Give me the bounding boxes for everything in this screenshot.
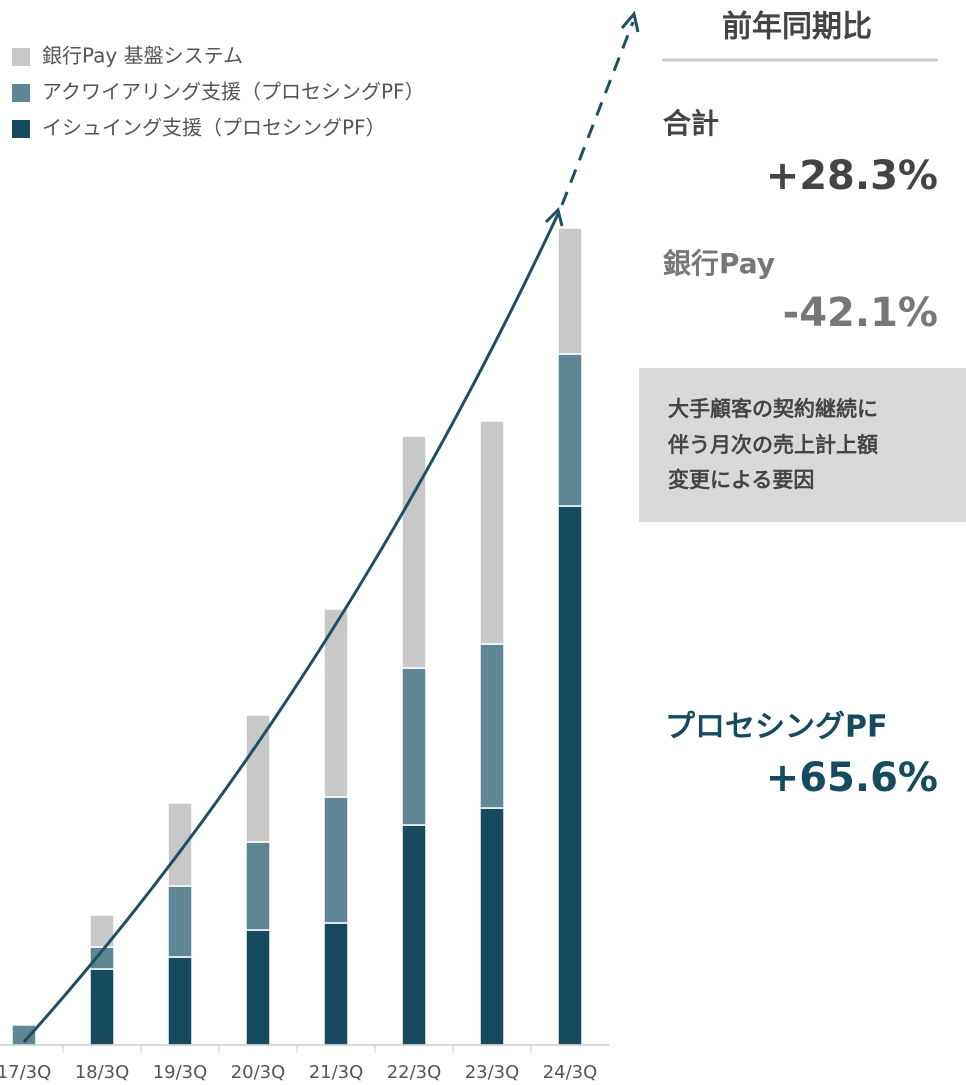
bar-segment — [557, 353, 583, 507]
pf-value: +65.6% — [766, 755, 938, 801]
note-line: 変更による要因 — [668, 468, 814, 492]
pf-label: プロセシングPF — [665, 710, 887, 745]
bar-segment — [167, 802, 193, 887]
legend-label: アクワイアリング支援（プロセシングPF） — [42, 80, 425, 104]
note-line: 伴う月次の売上計上額 — [667, 433, 878, 457]
legend-swatch — [12, 84, 30, 102]
bar-segment — [557, 505, 583, 1046]
bankpay-value: -42.1% — [783, 290, 938, 336]
x-tick-label: 18/3Q — [75, 1062, 130, 1083]
x-tick-label: 21/3Q — [309, 1062, 364, 1083]
legend-label: 銀行Pay 基盤システム — [42, 44, 243, 68]
trend-curve — [22, 213, 560, 1044]
note-line: 大手顧客の契約継続に — [668, 397, 878, 421]
panel-heading: 前年同期比 — [722, 10, 872, 45]
x-tick-label: 17/3Q — [0, 1062, 51, 1083]
bar-segment — [245, 841, 271, 931]
bar-segment — [245, 929, 271, 1046]
arrow-head — [620, 10, 640, 33]
legend-swatch — [12, 48, 30, 66]
bar-segment — [167, 885, 193, 958]
total-value: +28.3% — [766, 153, 938, 199]
bar-segment — [401, 667, 427, 826]
bar-segment — [323, 608, 349, 798]
x-tick-label: 24/3Q — [543, 1062, 598, 1083]
legend-label: イシュイング支援（プロセシングPF） — [42, 116, 386, 140]
bar-segment — [401, 824, 427, 1046]
total-label: 合計 — [663, 107, 719, 140]
bar-segment — [89, 968, 115, 1046]
arrow-head — [544, 207, 564, 227]
side-panel: 前年同期比 合計 +28.3% 銀行Pay -42.1% 大手顧客の契約継続に … — [639, 10, 966, 801]
legend-swatch — [12, 120, 30, 138]
x-tick-label: 19/3Q — [153, 1062, 208, 1083]
x-tick-label: 22/3Q — [387, 1062, 442, 1083]
x-tick-label: 20/3Q — [231, 1062, 286, 1083]
bankpay-label: 銀行Pay — [663, 247, 775, 280]
trend-dashed — [560, 21, 635, 206]
bar-segment — [245, 714, 271, 843]
bar-segment — [479, 807, 505, 1046]
bar-segment — [323, 796, 349, 924]
x-tick-label: 23/3Q — [465, 1062, 520, 1083]
bar-segment — [323, 922, 349, 1046]
note-box — [639, 368, 966, 522]
bar-segment — [167, 956, 193, 1046]
bar-segment — [479, 420, 505, 645]
bar-segment — [557, 227, 583, 355]
plot: 17/3Q 18/3Q 19/3Q 20/3Q 21/3Q 22/3Q 23/3Q 24/3Q — [0, 227, 609, 1083]
bar-segment — [401, 435, 427, 669]
bar-segment — [479, 643, 505, 809]
trend-arrow — [22, 10, 640, 1044]
